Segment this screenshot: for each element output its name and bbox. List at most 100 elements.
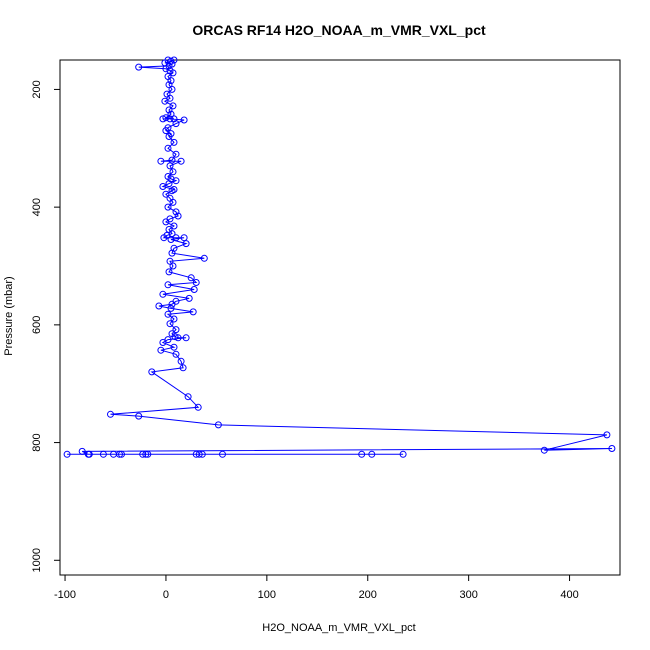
x-tick-label: 200 — [359, 589, 377, 601]
data-point — [155, 302, 163, 310]
data-point — [168, 187, 176, 195]
data-point — [142, 450, 150, 458]
data-point — [200, 254, 208, 262]
data-point — [608, 445, 616, 452]
x-axis-label: H2O_NOAA_m_VMR_VXL_pct — [262, 622, 415, 634]
data-point — [187, 274, 195, 282]
data-point — [162, 127, 170, 135]
data-point — [167, 304, 175, 312]
data-point — [139, 450, 147, 458]
data-point — [358, 450, 366, 458]
data-point — [169, 262, 177, 270]
data-point — [170, 115, 178, 123]
data-point — [164, 203, 172, 211]
x-tick-label: 400 — [560, 589, 578, 601]
data-point — [172, 177, 180, 185]
y-tick-label: 400 — [31, 198, 43, 216]
chart-title: ORCAS RF14 H2O_NOAA_m_VMR_VXL_pct — [192, 22, 486, 38]
data-point — [78, 447, 86, 455]
data-point — [172, 150, 180, 158]
x-tick-label: 100 — [258, 589, 276, 601]
y-axis: 200 400 600 800 1000 — [31, 80, 60, 573]
data-point — [165, 180, 173, 188]
data-point — [99, 450, 107, 458]
data-point — [159, 183, 167, 190]
data-point — [180, 234, 188, 242]
x-tick-label: 0 — [163, 589, 169, 601]
data-point — [157, 157, 165, 165]
data-point — [135, 412, 143, 420]
y-tick-label: 1000 — [31, 548, 43, 572]
data-point — [164, 336, 172, 344]
data-point — [63, 450, 71, 458]
data-point — [165, 133, 173, 140]
y-axis-label: Pressure (mbar) — [3, 276, 15, 355]
data-point — [118, 450, 125, 458]
data-point — [161, 97, 169, 105]
data-point — [135, 63, 143, 71]
data-point — [219, 450, 226, 458]
y-tick-label: 800 — [31, 433, 43, 451]
series-line — [67, 59, 612, 455]
data-point — [214, 421, 222, 429]
y-tick-label: 600 — [31, 316, 43, 334]
data-point — [169, 198, 177, 206]
data-point — [172, 326, 180, 334]
data-point — [164, 310, 172, 318]
data-point — [172, 120, 180, 128]
data-point — [540, 446, 548, 454]
data-point — [192, 279, 200, 286]
data-point — [170, 343, 178, 351]
data-point — [399, 450, 407, 458]
data-point — [159, 339, 167, 346]
x-tick-label: 300 — [459, 589, 477, 601]
data-point — [148, 368, 156, 376]
data-point — [167, 57, 175, 65]
data-point — [184, 393, 192, 401]
data-point — [182, 240, 190, 248]
data-point — [169, 69, 177, 77]
data-point — [164, 281, 172, 289]
data-point — [167, 77, 175, 85]
data-point — [174, 334, 182, 342]
data-point — [168, 300, 176, 308]
data-point — [162, 65, 170, 73]
data-point — [194, 403, 202, 411]
data-point — [172, 350, 180, 358]
data-point — [168, 85, 176, 93]
data-point — [171, 333, 179, 341]
data-point — [167, 236, 175, 243]
data-point — [164, 144, 172, 152]
series-layer — [63, 56, 616, 458]
data-point — [603, 431, 611, 439]
data-point — [177, 157, 185, 165]
data-point — [166, 94, 174, 102]
data-point — [165, 268, 173, 276]
data-point — [107, 410, 114, 418]
data-point — [166, 115, 174, 123]
data-point — [85, 450, 93, 458]
data-point — [162, 190, 170, 198]
data-point — [159, 290, 167, 298]
data-point — [144, 450, 152, 458]
data-point — [189, 308, 197, 316]
data-point — [166, 320, 174, 328]
data-point — [177, 357, 185, 365]
data-point — [166, 162, 174, 170]
data-point — [185, 294, 193, 302]
data-point — [180, 116, 188, 124]
data-point — [368, 450, 376, 458]
data-point — [170, 222, 178, 230]
data-point — [170, 315, 178, 323]
data-point — [169, 102, 177, 110]
data-point — [195, 450, 203, 458]
data-point — [190, 286, 198, 293]
data-point — [174, 212, 182, 220]
data-point — [168, 249, 176, 257]
data-point — [182, 334, 190, 342]
data-point — [172, 208, 180, 216]
data-point — [159, 115, 167, 123]
data-point — [198, 450, 206, 458]
data-point — [170, 138, 178, 146]
